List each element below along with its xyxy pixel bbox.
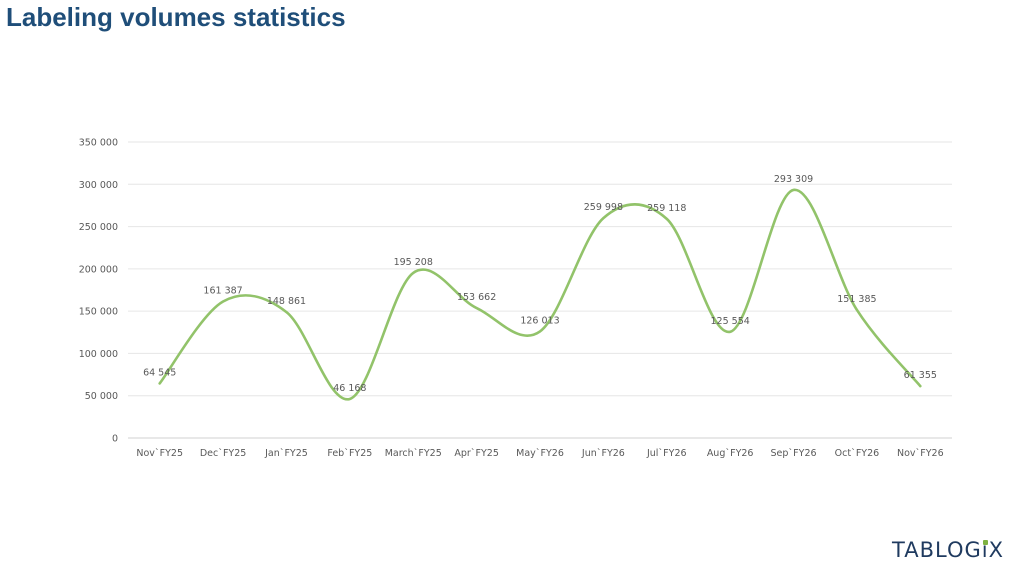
y-tick-label: 0 xyxy=(112,434,118,445)
x-category-label: Jul`FY26 xyxy=(646,448,687,459)
data-label: 153 662 xyxy=(457,292,496,303)
data-label: 161 387 xyxy=(203,286,242,297)
x-category-label: Aug`FY26 xyxy=(707,448,754,459)
y-tick-label: 350 000 xyxy=(79,138,118,149)
x-category-label: May`FY26 xyxy=(516,448,564,459)
data-label: 293 309 xyxy=(774,174,813,185)
x-category-label: Jan`FY25 xyxy=(264,448,308,459)
y-tick-label: 50 000 xyxy=(85,391,118,402)
y-tick-label: 250 000 xyxy=(79,222,118,233)
data-label: 125 554 xyxy=(711,316,750,327)
x-category-label: Jun`FY26 xyxy=(581,448,625,459)
x-axis-categories: Nov`FY25 Dec`FY25 Jan`FY25 Feb`FY25 March`FY… xyxy=(136,448,943,459)
data-label: 195 208 xyxy=(394,257,433,268)
x-category-label: Apr`FY25 xyxy=(454,448,499,459)
series-line xyxy=(158,188,922,401)
x-category-label: Dec`FY25 xyxy=(200,448,247,459)
data-label: 61 355 xyxy=(904,370,937,381)
y-tick-label: 150 000 xyxy=(79,307,118,318)
y-tick-label: 100 000 xyxy=(79,349,118,360)
x-category-label: Oct`FY26 xyxy=(835,448,880,459)
gridlines xyxy=(128,141,952,439)
data-label: 64 545 xyxy=(143,367,176,378)
x-category-label: Nov`FY26 xyxy=(897,448,944,459)
y-tick-label: 200 000 xyxy=(79,264,118,275)
data-label: 126 013 xyxy=(520,315,559,326)
data-label: 148 861 xyxy=(267,296,306,307)
x-category-label: Nov`FY25 xyxy=(136,448,183,459)
x-category-label: March`FY25 xyxy=(385,448,442,459)
x-category-label: Sep`FY26 xyxy=(771,448,817,459)
data-label: 259 998 xyxy=(584,202,623,213)
y-tick-label: 300 000 xyxy=(79,180,118,191)
tablogix-logo: TABLOGiX xyxy=(892,538,1004,562)
y-axis-ticks: 0 50 000 100 000 150 000 200 000 250 000 300 0… xyxy=(79,138,118,445)
data-labels: 64 545 161 387 148 861 46 168 195 208 153 662… xyxy=(143,174,937,394)
data-label: 151 385 xyxy=(837,294,876,305)
x-category-label: Feb`FY25 xyxy=(327,448,372,459)
data-label: 259 118 xyxy=(647,203,686,214)
slide-title: Labeling volumes statistics xyxy=(6,2,346,32)
data-label: 46 168 xyxy=(333,383,366,394)
